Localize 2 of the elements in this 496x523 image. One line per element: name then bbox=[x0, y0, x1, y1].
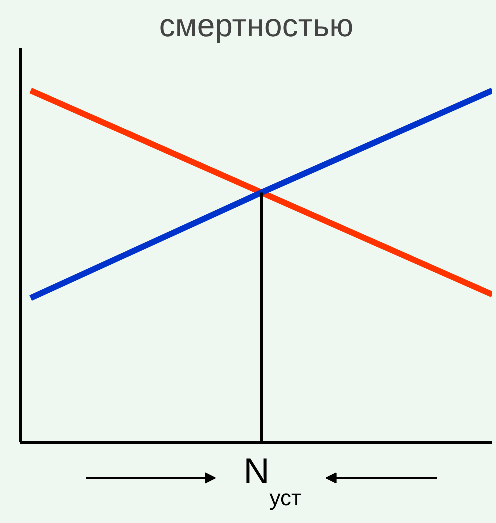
x-axis-title: Nуст bbox=[244, 450, 302, 510]
chart-title: смертностью bbox=[159, 8, 354, 44]
